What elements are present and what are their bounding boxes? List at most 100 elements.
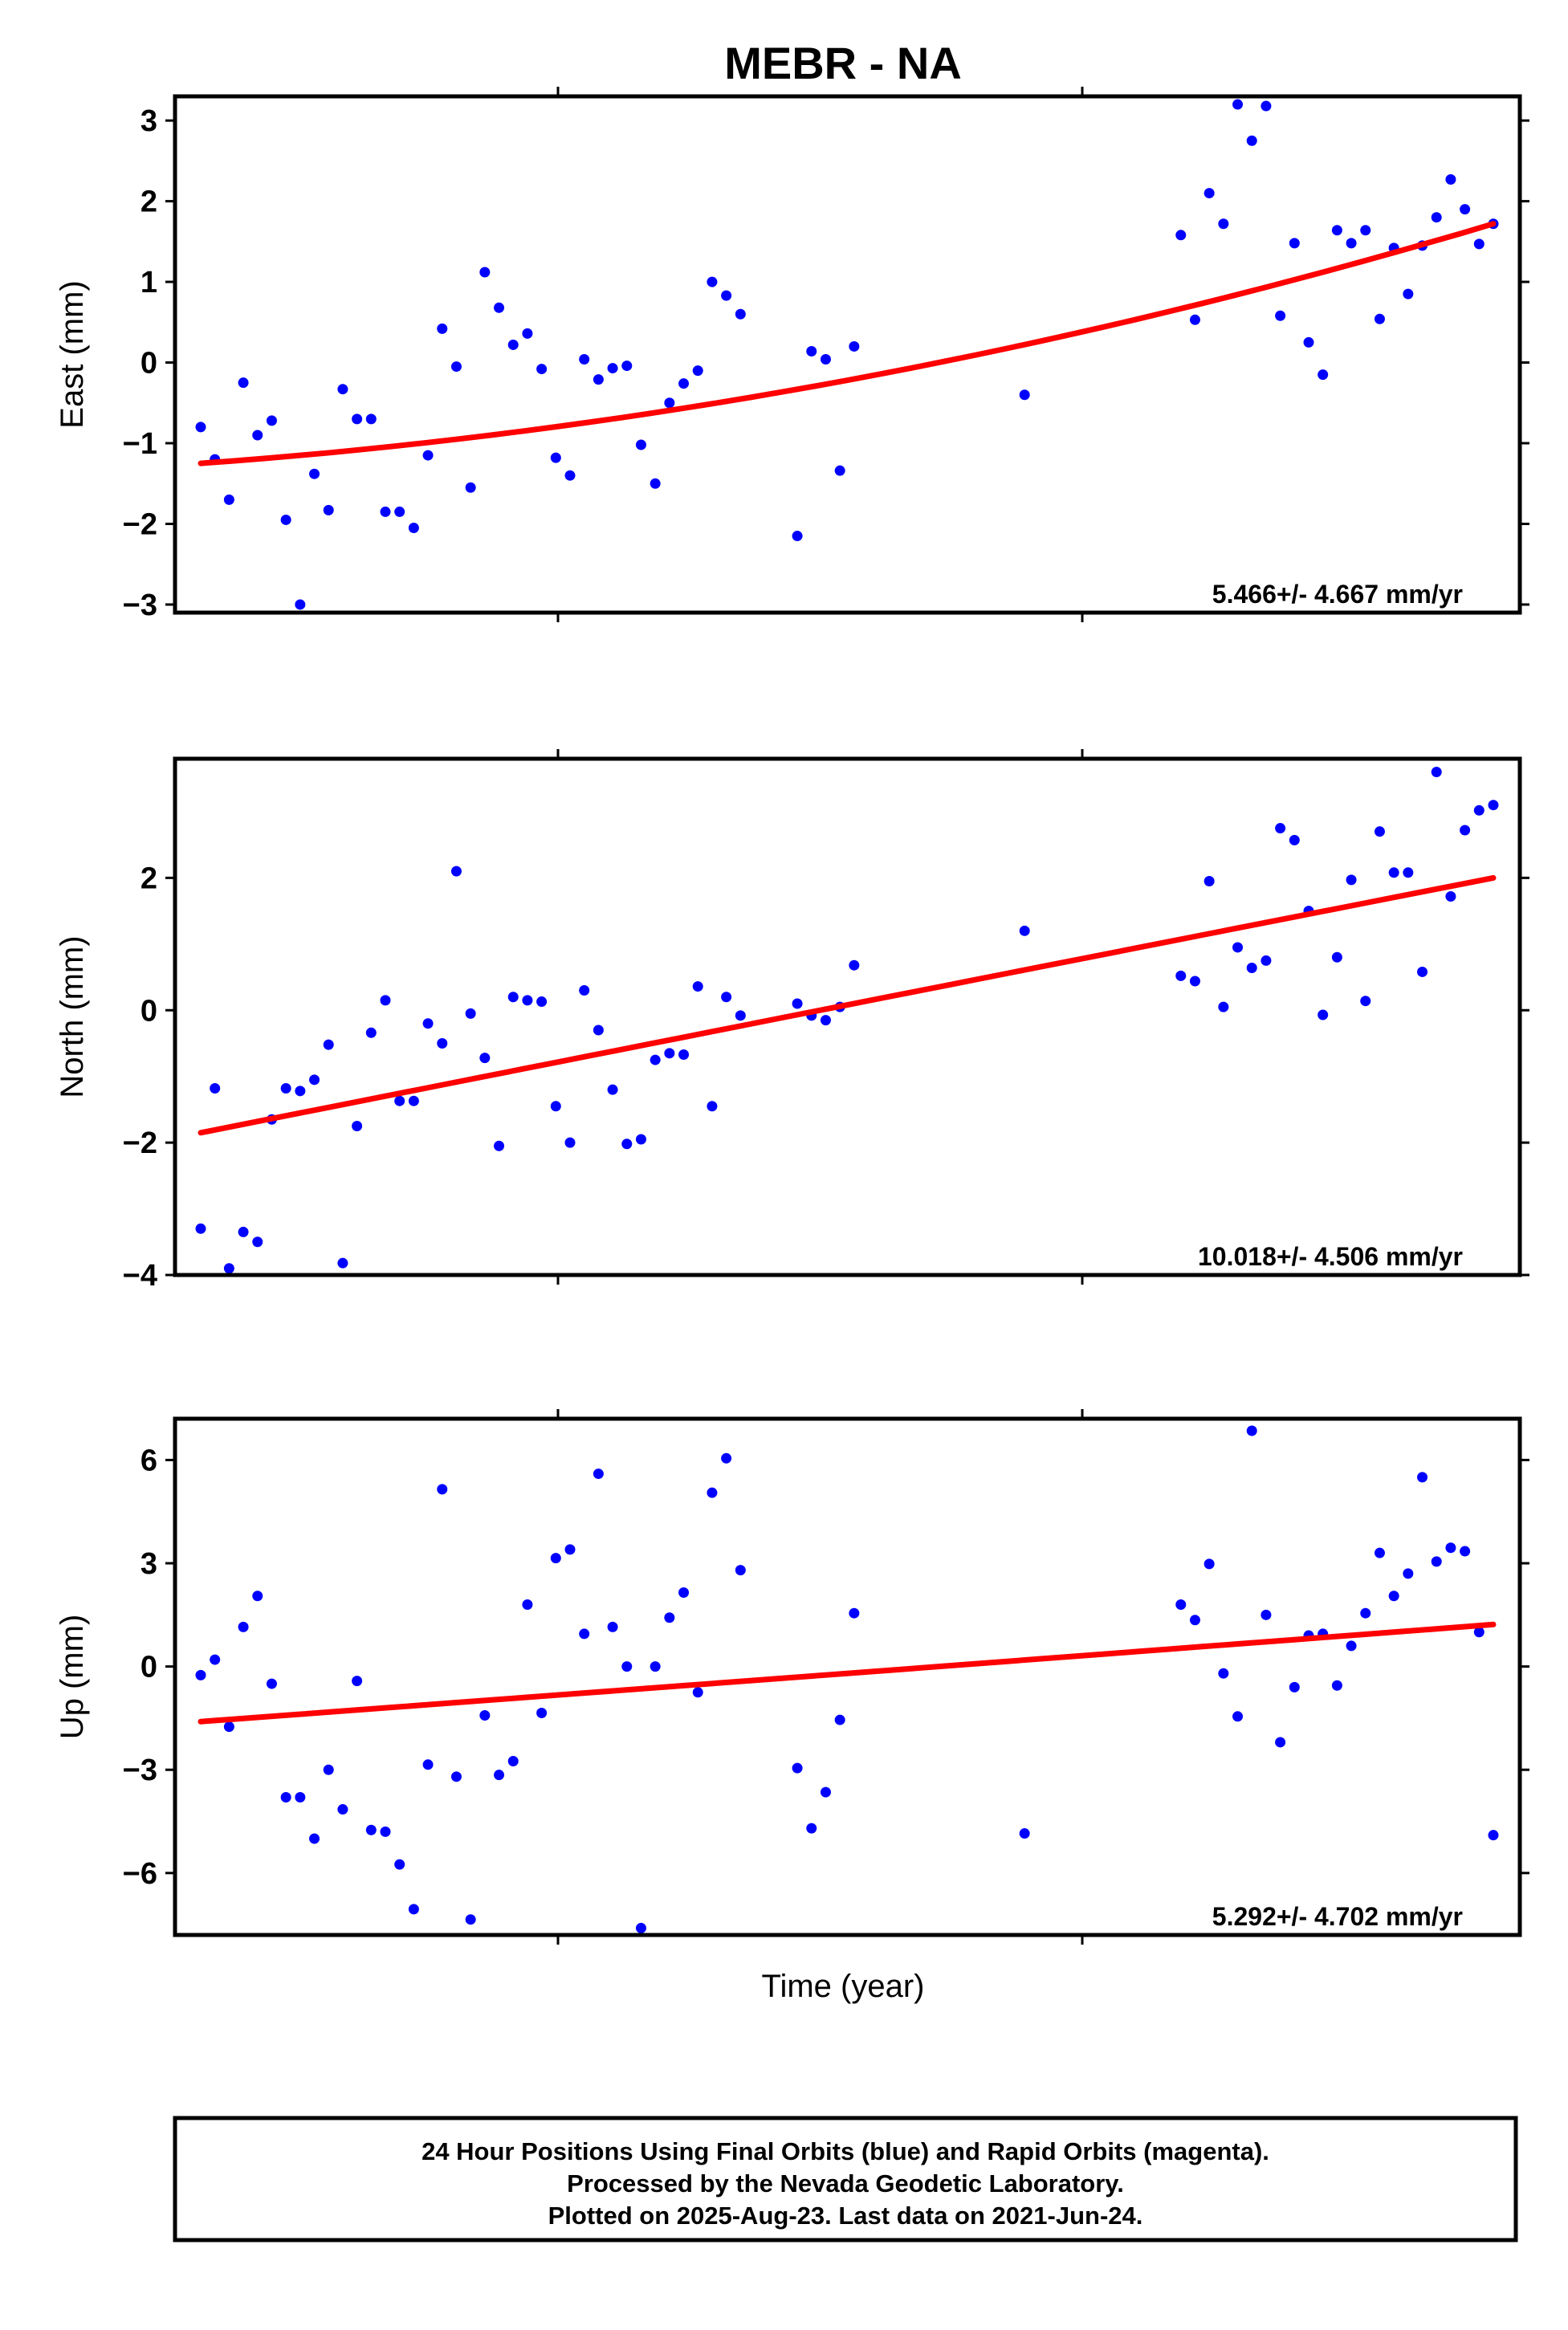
data-point	[550, 1553, 561, 1564]
y-tick-label: 0	[141, 347, 157, 381]
data-point	[1431, 766, 1442, 777]
plot-frame	[173, 1416, 1522, 1937]
data-point	[1218, 218, 1229, 230]
data-point	[365, 413, 377, 425]
data-point	[352, 1121, 363, 1132]
data-point	[522, 328, 533, 339]
data-point	[1346, 874, 1357, 886]
data-point	[721, 1452, 732, 1464]
data-point	[664, 397, 675, 409]
panel-2: −4 −2 0 2 10.018+/- 4.506 mm/yr North (mm)	[55, 749, 1529, 1293]
data-point	[450, 361, 462, 373]
data-point	[820, 1015, 831, 1026]
data-point	[408, 1904, 419, 1915]
data-point	[1318, 1009, 1329, 1020]
data-point	[1189, 976, 1200, 987]
data-point	[820, 354, 831, 365]
data-point	[309, 1074, 320, 1086]
data-point	[1232, 99, 1244, 110]
y-tick-label: 3	[141, 1547, 157, 1581]
data-point	[579, 1628, 590, 1640]
data-point	[834, 465, 845, 476]
data-point	[1019, 925, 1030, 936]
y-tick-label: 2	[141, 862, 157, 895]
data-point	[450, 1771, 462, 1782]
data-point	[252, 1591, 263, 1602]
data-point	[678, 1587, 690, 1598]
data-point	[507, 992, 519, 1003]
data-point	[1488, 800, 1499, 811]
data-point	[707, 1487, 718, 1498]
data-point	[792, 1762, 803, 1774]
data-point	[564, 1544, 576, 1555]
data-point	[479, 267, 491, 278]
rate-label: 5.466+/- 4.667 mm/yr	[1212, 580, 1463, 609]
data-point	[1331, 1680, 1342, 1691]
data-point	[1232, 1711, 1244, 1722]
data-point	[1473, 238, 1485, 250]
x-axis-label: Time (year)	[762, 1969, 925, 2004]
data-point	[650, 1054, 661, 1065]
y-tick-label: −1	[123, 427, 157, 461]
data-point	[295, 1086, 306, 1097]
data-point	[1388, 1591, 1399, 1602]
plot-frame	[173, 94, 1522, 615]
data-point	[280, 514, 291, 525]
data-point	[849, 959, 860, 971]
y-tick-label: 2	[141, 185, 157, 219]
data-point	[380, 995, 391, 1006]
data-point	[593, 1024, 604, 1036]
data-point	[564, 470, 576, 481]
data-point	[408, 523, 419, 534]
y-tick-label: −2	[123, 507, 157, 541]
data-point	[380, 1826, 391, 1837]
data-point	[422, 450, 434, 461]
data-point	[1289, 834, 1300, 845]
data-point	[1403, 288, 1414, 299]
data-point	[707, 1101, 718, 1112]
data-point	[664, 1048, 675, 1059]
data-point	[1360, 225, 1371, 236]
y-tick-label: −4	[123, 1259, 157, 1293]
data-point	[536, 364, 548, 375]
y-axis-label: North (mm)	[55, 935, 90, 1098]
data-point	[1346, 238, 1357, 249]
data-point	[536, 1708, 548, 1719]
data-point	[210, 1083, 221, 1094]
data-point	[820, 1786, 831, 1798]
data-point	[1232, 942, 1244, 953]
data-point	[422, 1759, 434, 1770]
data-point	[792, 531, 803, 542]
data-point	[408, 1095, 419, 1106]
data-point	[507, 1756, 519, 1767]
data-point	[266, 1678, 277, 1689]
data-point	[522, 1599, 533, 1610]
data-point	[1473, 805, 1485, 816]
data-point	[337, 1804, 348, 1815]
data-point	[223, 1721, 234, 1733]
data-point	[1175, 970, 1187, 981]
data-point	[721, 992, 732, 1003]
data-point	[1417, 966, 1428, 977]
rate-label: 10.018+/- 4.506 mm/yr	[1198, 1242, 1463, 1271]
data-point	[678, 378, 690, 389]
data-point	[721, 290, 732, 301]
data-point	[337, 1257, 348, 1269]
data-point	[1289, 1681, 1300, 1693]
data-point	[323, 1764, 334, 1775]
data-point	[1460, 1546, 1471, 1557]
data-point	[352, 413, 363, 425]
data-point	[678, 1049, 690, 1060]
y-tick-label: −3	[123, 1754, 157, 1787]
data-point	[238, 1621, 249, 1632]
data-point	[792, 998, 803, 1009]
data-point	[195, 422, 206, 433]
data-point	[692, 1687, 703, 1698]
data-point	[437, 323, 448, 334]
data-point	[1189, 1615, 1200, 1626]
y-tick-label: 3	[141, 104, 157, 138]
data-point	[1246, 962, 1257, 973]
data-layer	[195, 99, 1499, 610]
data-point	[536, 996, 548, 1008]
data-point	[607, 1084, 618, 1095]
